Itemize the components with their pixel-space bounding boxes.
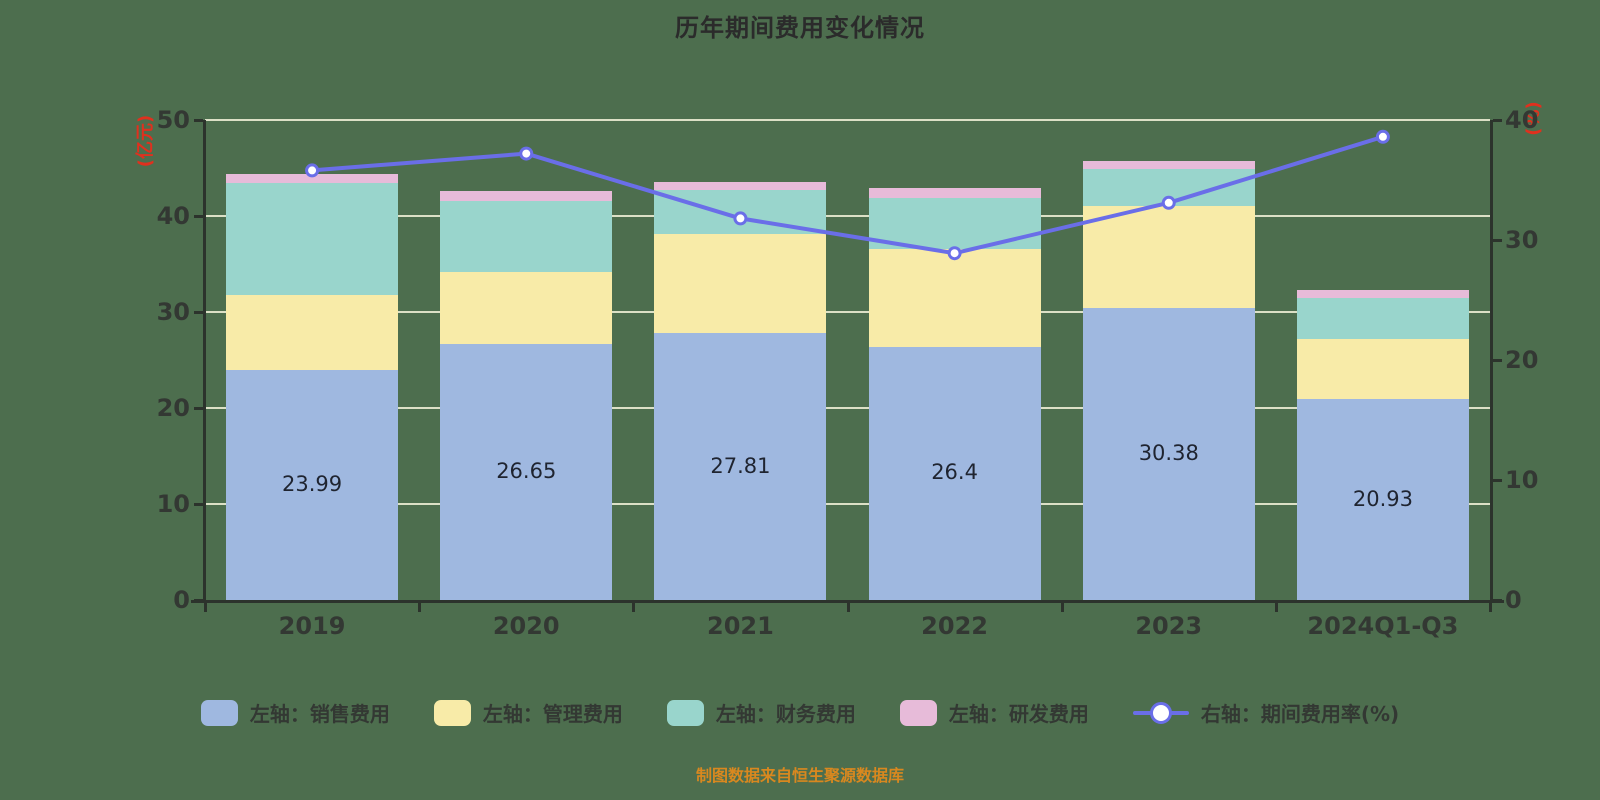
left-axis-tick xyxy=(194,119,203,122)
gridline-50 xyxy=(205,119,1490,121)
bar-segment[interactable] xyxy=(440,190,613,202)
bar-segment[interactable] xyxy=(1082,205,1255,309)
gridline-10 xyxy=(205,503,1490,505)
x-axis-category-label: 2020 xyxy=(492,612,560,640)
legend-label: 左轴：管理费用 xyxy=(482,702,623,726)
left-axis-tick-label: 30 xyxy=(156,298,190,326)
legend-label: 右轴：期间费用率(%) xyxy=(1200,702,1400,726)
right-axis-tick xyxy=(1493,479,1502,482)
left-axis-tick-label: 40 xyxy=(156,202,190,230)
bar-segment[interactable] xyxy=(1082,308,1255,600)
bar-value-label: 27.81 xyxy=(710,453,771,478)
right-axis-tick xyxy=(1493,239,1502,242)
bar-segment[interactable] xyxy=(226,183,399,295)
legend-swatch-icon xyxy=(666,699,704,726)
x-axis-tick xyxy=(204,603,207,612)
left-axis-tick xyxy=(194,407,203,410)
chart-title: 历年期间费用变化情况 xyxy=(675,14,925,42)
bar-segment[interactable] xyxy=(1296,298,1469,339)
bar-segment[interactable] xyxy=(440,272,613,345)
bar-segment[interactable] xyxy=(868,248,1041,347)
gridline-20 xyxy=(205,407,1490,409)
rate-line-marker[interactable] xyxy=(1161,195,1176,210)
right-axis-tick-label: 10 xyxy=(1505,466,1539,494)
right-axis-tick-label: 0 xyxy=(1505,586,1522,614)
x-axis-category-label: 2021 xyxy=(707,612,774,640)
legend-item[interactable]: 左轴：销售费用 xyxy=(200,698,390,727)
legend-label: 左轴：销售费用 xyxy=(249,702,390,726)
legend-swatch-icon xyxy=(899,699,937,726)
legend-item[interactable]: 左轴：管理费用 xyxy=(433,698,623,727)
bar-value-label: 26.4 xyxy=(931,460,978,485)
left-axis-line xyxy=(203,120,206,602)
bar-segment[interactable] xyxy=(654,182,827,190)
gridline-40 xyxy=(205,215,1490,217)
legend-item[interactable]: 右轴：期间费用率(%) xyxy=(1132,698,1400,727)
right-axis-tick-label: 20 xyxy=(1505,346,1539,374)
rate-line[interactable] xyxy=(311,134,1384,256)
left-axis-tick xyxy=(194,599,203,602)
bar-segment[interactable] xyxy=(1296,289,1469,299)
bar-value-label: 23.99 xyxy=(282,471,343,496)
x-axis-tick xyxy=(418,603,422,612)
right-axis-tick xyxy=(1493,119,1502,122)
left-axis-tick-label: 20 xyxy=(156,394,190,422)
x-axis-category-label: 2019 xyxy=(278,612,346,640)
bar-segment[interactable] xyxy=(226,294,399,370)
bar-segment[interactable] xyxy=(226,173,399,184)
right-axis-tick xyxy=(1493,599,1502,602)
line-series-layer xyxy=(305,129,1390,261)
bar-value-label: 20.93 xyxy=(1352,486,1413,511)
legend-item[interactable]: 左轴：财务费用 xyxy=(666,698,856,727)
right-axis-line xyxy=(1490,120,1493,602)
right-axis-tick-label: 40 xyxy=(1505,106,1539,134)
bar-segment[interactable] xyxy=(226,369,399,600)
x-axis-tick xyxy=(1489,603,1492,612)
rate-line-marker[interactable] xyxy=(947,246,962,261)
x-axis-tick xyxy=(846,603,850,612)
rate-line-marker[interactable] xyxy=(305,163,320,178)
legend-label: 左轴：财务费用 xyxy=(715,702,856,726)
bar-segment[interactable] xyxy=(654,333,827,600)
bar-value-label: 26.65 xyxy=(496,459,557,484)
bar-segment[interactable] xyxy=(1082,161,1255,170)
bar-segment[interactable] xyxy=(1296,399,1469,600)
x-axis-category-label: 2023 xyxy=(1135,612,1203,640)
gridline-30 xyxy=(205,311,1490,313)
x-axis-category-label: 2024Q1-Q3 xyxy=(1307,612,1459,640)
bar-segment[interactable] xyxy=(440,344,613,600)
left-axis-tick-label: 0 xyxy=(173,586,190,614)
legend-label: 左轴：研发费用 xyxy=(948,702,1089,726)
bar-segment[interactable] xyxy=(440,201,613,273)
legend-swatch-icon xyxy=(200,699,238,726)
x-axis-tick xyxy=(1274,603,1278,612)
x-axis-line xyxy=(191,600,1504,603)
legend-swatch-icon xyxy=(433,699,471,726)
right-axis-tick xyxy=(1493,359,1502,362)
x-axis-tick xyxy=(1060,603,1064,612)
x-axis-tick xyxy=(632,603,636,612)
bar-segment[interactable] xyxy=(654,234,827,334)
left-axis-tick xyxy=(194,311,203,314)
left-axis-tick-label: 10 xyxy=(156,490,190,518)
bar-segment[interactable] xyxy=(868,188,1041,198)
left-axis-tick xyxy=(194,503,203,506)
data-source-caption: 制图数据来自恒生聚源数据库 xyxy=(695,766,904,785)
legend-item[interactable]: 左轴：研发费用 xyxy=(899,698,1089,727)
legend-line-marker-icon xyxy=(1132,700,1189,726)
bar-value-label: 30.38 xyxy=(1138,441,1199,466)
plot-area: 0 10 20 30 40 50 0 10 20 30 40 2019 2020 2021 2022 2023… xyxy=(157,106,1539,640)
bar-segment[interactable] xyxy=(1296,338,1469,400)
rate-line-marker[interactable] xyxy=(733,211,748,226)
x-axis-category-label: 2022 xyxy=(921,612,988,640)
left-axis-tick xyxy=(194,215,203,218)
right-axis-tick-label: 30 xyxy=(1505,226,1539,254)
legend: 左轴：销售费用 左轴：管理费用 左轴：财务费用 左轴：研发费用 右轴：期间费用率(%) xyxy=(0,698,1600,727)
left-axis-tick-label: 50 xyxy=(156,106,190,134)
bar-segment[interactable] xyxy=(868,346,1041,600)
rate-line-marker[interactable] xyxy=(519,146,534,161)
rate-line-marker[interactable] xyxy=(1375,129,1390,144)
